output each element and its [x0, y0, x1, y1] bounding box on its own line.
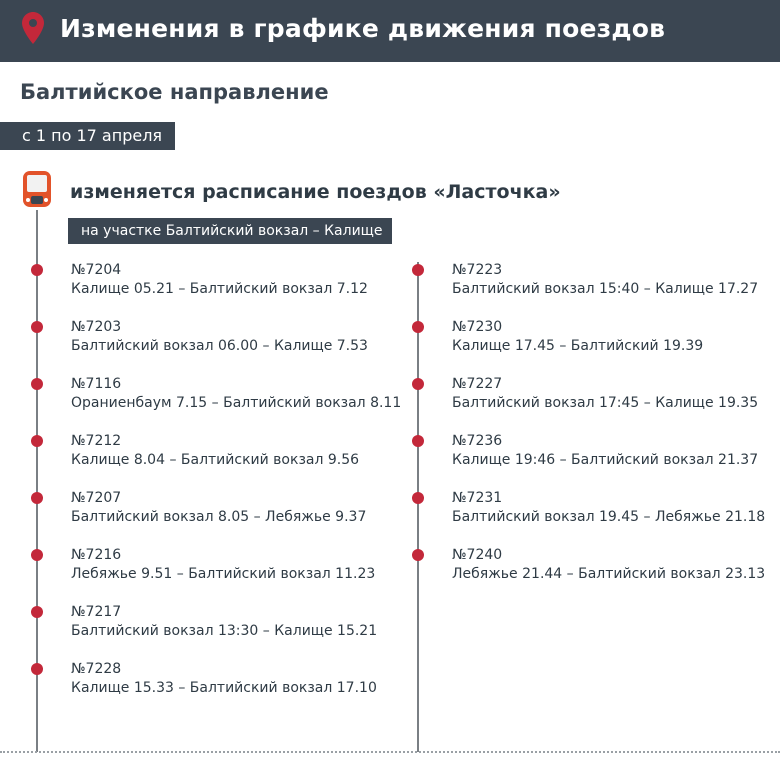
train-number: №7204 — [71, 262, 122, 278]
train-item: №7204 Калище 05.21 – Балтийский вокзал 7.… — [31, 261, 401, 318]
train-route: Балтийский вокзал 06.00 – Калище 7.53 — [71, 338, 368, 354]
direction-title: Балтийское направление — [20, 80, 329, 104]
timeline-dot — [412, 321, 424, 333]
timeline-dot — [412, 492, 424, 504]
timeline-dot — [31, 435, 43, 447]
map-pin-icon — [22, 12, 44, 44]
train-item: №7231 Балтийский вокзал 19.45 – Лебяжье 2… — [412, 489, 766, 546]
train-route: Калище 05.21 – Балтийский вокзал 7.12 — [71, 281, 368, 297]
page-title: Изменения в графике движения поездов — [60, 14, 666, 43]
train-number: №7230 — [452, 319, 503, 335]
right-train-list: №7223 Балтийский вокзал 15:40 – Калище 17… — [412, 261, 766, 603]
train-number: №7240 — [452, 547, 503, 563]
timeline-right — [417, 262, 419, 752]
train-number: №7217 — [71, 604, 122, 620]
train-number: №7236 — [452, 433, 503, 449]
schedule-heading: изменяется расписание поездов «Ласточка» — [70, 181, 561, 203]
header: Изменения в графике движения поездов — [0, 0, 780, 62]
train-item: №7227 Балтийский вокзал 17:45 – Калище 19… — [412, 375, 765, 432]
timeline-dot — [31, 492, 43, 504]
train-item: №7217 Балтийский вокзал 13:30 – Калище 15… — [31, 603, 401, 660]
timeline-dot — [412, 435, 424, 447]
train-number: №7223 — [452, 262, 503, 278]
train-item: №7230 Калище 17.45 – Балтийский 19.39 — [412, 318, 765, 375]
train-item: №7207 Балтийский вокзал 8.05 – Лебяжье 9.… — [31, 489, 401, 546]
train-route: Балтийский вокзал 13:30 – Калище 15.21 — [71, 623, 378, 639]
train-route: Балтийский вокзал 15:40 – Калище 17.27 — [452, 281, 759, 297]
train-number: №7207 — [71, 490, 122, 506]
train-item: №7212 Калище 8.04 – Балтийский вокзал 9.5… — [31, 432, 401, 489]
train-route: Балтийский вокзал 8.05 – Лебяжье 9.37 — [71, 509, 367, 525]
train-number: №7228 — [71, 661, 122, 677]
train-number: №7227 — [452, 376, 503, 392]
timeline-dot — [31, 549, 43, 561]
timeline-dot — [31, 606, 43, 618]
train-route: Калище 17.45 – Балтийский 19.39 — [452, 338, 704, 354]
left-train-list: №7204 Калище 05.21 – Балтийский вокзал 7.… — [31, 261, 402, 717]
dotted-divider — [0, 751, 780, 753]
train-route: Калище 19:46 – Балтийский вокзал 21.37 — [452, 452, 759, 468]
train-number: №7216 — [71, 547, 122, 563]
timeline-dot — [31, 321, 43, 333]
train-icon — [23, 171, 51, 207]
timeline-dot — [412, 264, 424, 276]
train-item: №7240 Лебяжье 21.44 – Балтийский вокзал 2… — [412, 546, 766, 603]
train-route: Калище 15.33 – Балтийский вокзал 17.10 — [71, 680, 377, 696]
train-item: №7236 Калище 19:46 – Балтийский вокзал 21… — [412, 432, 765, 489]
train-number: №7231 — [452, 490, 503, 506]
train-item: №7116 Ораниенбаум 7.15 – Балтийский вокза… — [31, 375, 402, 432]
train-route: Калище 8.04 – Балтийский вокзал 9.56 — [71, 452, 360, 468]
train-item: №7216 Лебяжье 9.51 – Балтийский вокзал 11… — [31, 546, 401, 603]
train-item: №7228 Калище 15.33 – Балтийский вокзал 17… — [31, 660, 401, 717]
train-item: №7203 Балтийский вокзал 06.00 – Калище 7.… — [31, 318, 401, 375]
train-route: Лебяжье 9.51 – Балтийский вокзал 11.23 — [71, 566, 376, 582]
timeline-dot — [31, 264, 43, 276]
train-item: №7223 Балтийский вокзал 15:40 – Калище 17… — [412, 261, 765, 318]
timeline-dot — [31, 378, 43, 390]
train-number: №7203 — [71, 319, 122, 335]
train-route: Балтийский вокзал 17:45 – Калище 19.35 — [452, 395, 759, 411]
train-number: №7116 — [71, 376, 122, 392]
timeline-left — [36, 210, 38, 752]
timeline-dot — [31, 663, 43, 675]
train-route: Ораниенбаум 7.15 – Балтийский вокзал 8.1… — [71, 395, 402, 411]
train-route: Балтийский вокзал 19.45 – Лебяжье 21.18 — [452, 509, 766, 525]
train-route: Лебяжье 21.44 – Балтийский вокзал 23.13 — [452, 566, 766, 582]
timeline-dot — [412, 378, 424, 390]
date-range-tag: с 1 по 17 апреля — [0, 122, 175, 150]
timeline-dot — [412, 549, 424, 561]
train-number: №7212 — [71, 433, 122, 449]
section-tag: на участке Балтийский вокзал – Калище — [68, 218, 392, 244]
